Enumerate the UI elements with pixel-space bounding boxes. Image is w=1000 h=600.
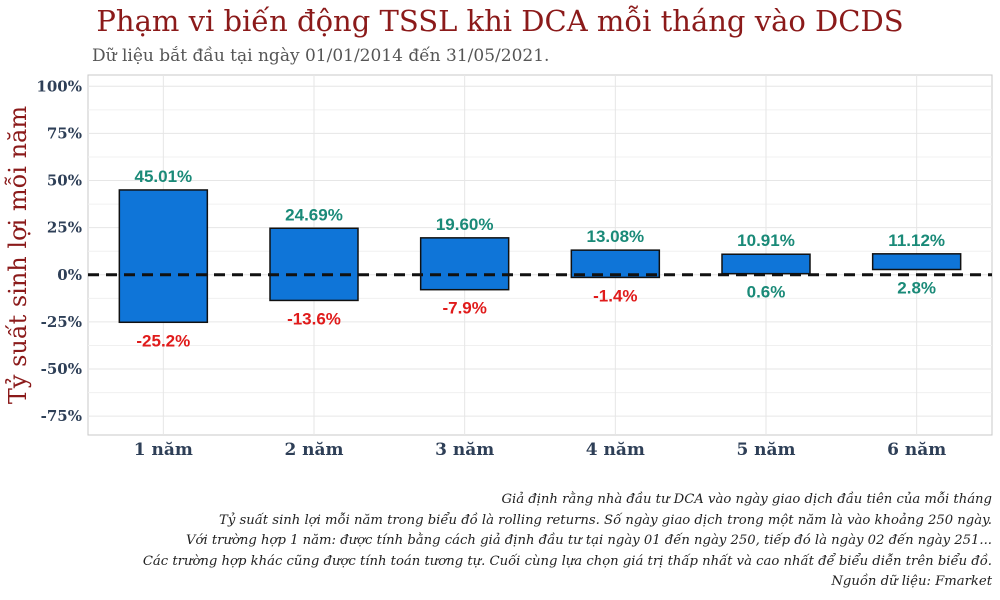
min-value-label: -1.4% xyxy=(593,286,637,305)
y-tick-label: 75% xyxy=(47,124,82,142)
max-value-label: 11.12% xyxy=(888,231,945,250)
x-tick-label: 5 năm xyxy=(736,440,795,460)
max-value-label: 24.69% xyxy=(285,205,343,224)
y-tick-label: -75% xyxy=(41,407,82,425)
y-tick-label: 25% xyxy=(47,219,82,237)
chart-title: Phạm vi biến động TSSL khi DCA mỗi tháng… xyxy=(96,4,904,38)
x-tick-label: 2 năm xyxy=(284,440,343,460)
footnote-line: Các trường hợp khác cũng được tính toán … xyxy=(142,553,992,569)
footnote-line: Tỷ suất sinh lợi mỗi năm trong biểu đồ l… xyxy=(219,512,992,528)
range-bar xyxy=(419,237,510,291)
y-tick-label: 100% xyxy=(36,77,82,95)
footnote-source: Nguồn dữ liệu: Fmarket xyxy=(831,574,992,589)
x-tick-label: 3 năm xyxy=(435,440,494,460)
range-bar xyxy=(721,253,811,275)
y-tick-label: 50% xyxy=(47,172,82,190)
chart-subtitle: Dữ liệu bắt đầu tại ngày 01/01/2014 đến … xyxy=(92,46,550,66)
min-value-label: 0.6% xyxy=(747,283,786,302)
x-tick-label: 6 năm xyxy=(887,440,946,460)
y-tick-label: -50% xyxy=(41,360,82,378)
footnote-line: Với trường hợp 1 năm: được tính bằng các… xyxy=(186,533,992,548)
range-bar xyxy=(570,249,661,279)
y-tick-label: -25% xyxy=(41,313,82,331)
min-value-label: -25.2% xyxy=(136,331,190,350)
max-value-label: 10.91% xyxy=(737,231,795,250)
max-value-label: 19.60% xyxy=(436,215,494,234)
min-value-label: -7.9% xyxy=(442,299,486,318)
x-tick-label: 4 năm xyxy=(586,440,645,460)
range-bar xyxy=(269,227,359,302)
y-axis-title: Tỷ suất sinh lợi mỗi năm xyxy=(4,106,32,404)
footnote-line: Giả định rằng nhà đầu tư DCA vào ngày gi… xyxy=(501,492,992,507)
y-tick-label: 0% xyxy=(57,266,82,284)
max-value-label: 13.08% xyxy=(586,227,644,246)
min-value-label: 2.8% xyxy=(897,279,936,298)
max-value-label: 45.01% xyxy=(134,167,192,186)
plot-panel xyxy=(87,74,993,436)
range-bar xyxy=(118,189,209,324)
range-bar xyxy=(871,253,962,271)
footnotes: Giả định rằng nhà đầu tư DCA vào ngày gi… xyxy=(2,490,992,593)
min-value-label: -13.6% xyxy=(287,309,341,328)
x-tick-label: 1 năm xyxy=(134,440,193,460)
